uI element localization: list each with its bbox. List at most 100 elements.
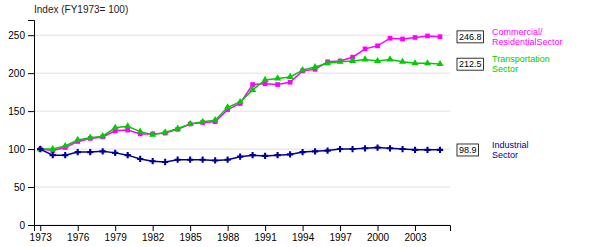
marker	[237, 154, 243, 160]
marker	[274, 74, 281, 80]
marker	[349, 146, 355, 152]
annotation: 212.5	[457, 58, 484, 70]
marker	[438, 34, 443, 39]
marker	[249, 86, 256, 92]
marker	[100, 148, 106, 154]
marker	[175, 157, 181, 163]
marker	[75, 149, 81, 155]
tick-mark	[28, 35, 34, 36]
grid-line	[34, 111, 450, 112]
tick-mark	[40, 225, 41, 231]
marker	[324, 147, 330, 153]
tick: 1982	[142, 225, 165, 243]
tick-label: 150	[8, 106, 25, 117]
line	[40, 59, 440, 149]
tick-label: 100	[8, 144, 25, 155]
tick-mark	[28, 73, 34, 74]
tick-mark	[415, 225, 416, 231]
marker	[424, 147, 430, 153]
marker	[337, 146, 343, 152]
marker	[124, 122, 131, 128]
tick-label: 1982	[142, 232, 165, 243]
marker	[125, 152, 131, 158]
marker	[262, 153, 268, 159]
x-axis: 1973197619791982198519881991199419972000…	[30, 225, 451, 243]
marker	[413, 35, 418, 40]
marker	[212, 157, 218, 163]
marker	[125, 128, 130, 133]
marker	[363, 47, 368, 52]
tick: 50	[14, 182, 34, 193]
tick: 1994	[292, 225, 315, 243]
annotation: 246.8	[457, 31, 484, 43]
y-axis: 050100150200250	[8, 21, 34, 231]
marker	[400, 37, 405, 42]
series-label-line: Sector	[492, 150, 518, 160]
marker	[249, 152, 255, 158]
tick: 2000	[367, 225, 390, 243]
tick-label: 1997	[329, 232, 352, 243]
marker	[287, 151, 293, 157]
tick: 1973	[30, 225, 53, 243]
series-label-line: Sector	[492, 64, 518, 74]
marker	[436, 60, 443, 66]
tick-mark	[153, 225, 154, 231]
grid-line	[34, 187, 450, 188]
tick-label: 2000	[367, 232, 390, 243]
tick-mark	[28, 149, 34, 150]
marker	[362, 145, 368, 151]
tick-label: 1976	[67, 232, 90, 243]
marker	[349, 57, 356, 63]
marker	[137, 156, 143, 162]
tick-mark	[28, 111, 34, 112]
marker	[187, 157, 193, 163]
marker	[287, 73, 294, 79]
tick-mark	[228, 225, 229, 231]
series-area	[37, 34, 444, 166]
marker	[62, 152, 68, 158]
marker	[312, 63, 319, 69]
series-label: Commercial/ResidentialSector	[492, 27, 563, 47]
marker	[149, 131, 156, 137]
marker	[162, 128, 169, 134]
tick-mark	[190, 225, 191, 231]
tick-label: 0	[19, 220, 25, 231]
marker	[324, 59, 331, 65]
marker	[87, 149, 93, 155]
marker	[374, 144, 380, 150]
tick-label: 2003	[404, 232, 427, 243]
series	[37, 144, 443, 165]
tick: 100	[8, 144, 34, 155]
tick-label: 1979	[105, 232, 128, 243]
chart: 1973197619791982198519881991199419972000…	[0, 0, 600, 247]
marker	[337, 58, 344, 64]
series-label-line: Transportation	[492, 54, 550, 64]
line	[40, 36, 440, 151]
marker	[374, 57, 381, 63]
marker	[150, 158, 156, 164]
annotation-text: 98.9	[459, 145, 477, 155]
marker	[224, 157, 230, 163]
marker	[174, 124, 181, 130]
marker	[361, 55, 368, 61]
marker	[262, 76, 269, 82]
tick: 0	[19, 220, 34, 231]
tick-mark	[378, 225, 379, 231]
marker	[112, 124, 119, 130]
annotation: 98.9	[457, 144, 479, 156]
series-label-line: Commercial/	[492, 27, 543, 37]
tick: 200	[8, 68, 34, 79]
tick-mark	[78, 225, 79, 231]
marker	[425, 34, 430, 39]
marker	[112, 150, 118, 156]
end-labels: 246.8 Commercial/ResidentialSector 212.5 Tr…	[457, 27, 563, 160]
marker	[237, 98, 244, 104]
marker	[200, 157, 206, 163]
marker	[399, 58, 406, 64]
marker	[288, 80, 293, 85]
tick-mark	[303, 225, 304, 231]
line	[40, 148, 440, 162]
axis-line	[28, 21, 35, 226]
grid-line	[34, 73, 450, 74]
annotation-box	[457, 58, 484, 70]
